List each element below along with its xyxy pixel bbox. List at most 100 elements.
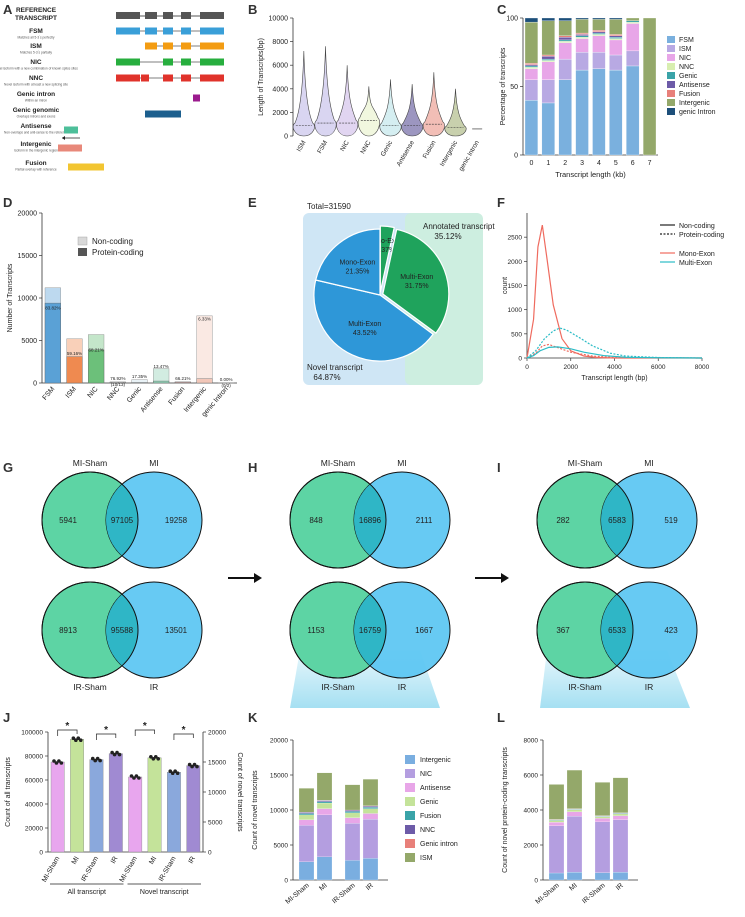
stack-seg: [592, 19, 606, 31]
model-exon: [200, 74, 224, 82]
stack-seg: [298, 814, 315, 820]
y-tick-label: 2000: [524, 843, 539, 850]
y-tick-label-right: 0: [208, 850, 212, 857]
bar-coding: [174, 381, 191, 384]
stack-seg: [566, 872, 583, 881]
stack-seg: [612, 819, 629, 873]
venn-right-count: 19258: [165, 516, 188, 525]
stack-seg: [541, 60, 555, 62]
y-tick-label: 4000: [272, 86, 288, 93]
x-tick-label: IR-Sham: [331, 882, 357, 905]
bar-coding: [66, 356, 83, 384]
slice-label: Mono-Exon: [340, 260, 376, 267]
y-tick-label: 2500: [508, 235, 523, 242]
y-tick-label: 80000: [25, 754, 43, 761]
venn-left-outline: [289, 471, 387, 569]
slice-label: Multi-Exon: [348, 321, 381, 328]
y-tick-label: 2000: [272, 110, 288, 117]
stack-seg: [558, 37, 572, 41]
sig-star: *: [143, 721, 147, 732]
stack-seg: [642, 17, 657, 156]
legend-label: Multi-Exon: [679, 260, 712, 267]
dot: [195, 764, 199, 769]
row-name: NIC: [30, 59, 42, 66]
model-exon: [200, 27, 224, 35]
venn-left-count: 848: [309, 516, 323, 525]
legend-label: Mono-Exon: [679, 251, 715, 258]
stack-seg: [612, 872, 629, 881]
y-tick-label: 500: [511, 331, 522, 338]
dot: [90, 756, 95, 761]
y-tick-label: 10000: [270, 808, 288, 815]
row-name: Antisense: [20, 123, 51, 130]
model-exon: [193, 94, 200, 102]
y-tick-label: 20000: [270, 738, 288, 745]
x-tick-label: IR-Sham: [80, 855, 100, 883]
dot: [187, 762, 192, 767]
stack-seg: [362, 779, 379, 806]
y-axis-label: Length of Transcripts(bp): [258, 38, 265, 116]
venn-overlap: [353, 484, 386, 556]
x-tick-label: IR-Sham: [158, 855, 178, 883]
violin: [379, 79, 402, 137]
legend-label: Protein-coding: [92, 248, 144, 257]
stack-seg: [298, 825, 315, 862]
bar: [108, 753, 123, 853]
stack-seg: [362, 818, 379, 859]
venn-left-label: MI-Sham: [321, 460, 355, 468]
dot: [95, 756, 100, 761]
x-tick-label: Intergenic: [439, 139, 460, 168]
x-tick-label: 4000: [607, 364, 622, 371]
annotated-label: Annotated transcript: [423, 222, 495, 231]
dot: [57, 759, 61, 763]
stack-seg: [362, 807, 379, 809]
model-exon: [58, 144, 82, 152]
ref-exon-1: [145, 12, 157, 19]
y-tick-label: 20000: [25, 826, 43, 833]
venn-left-label: IR-Sham: [73, 682, 107, 692]
stack-seg: [609, 38, 623, 41]
x-tick-label: Antisense: [396, 139, 417, 168]
stack-seg: [609, 17, 623, 20]
legend-swatch: [405, 797, 415, 806]
y-tick-label: 100: [506, 16, 518, 23]
slice-pct: 21.35%: [346, 269, 370, 276]
violin: [314, 46, 337, 137]
venn-left-label: MI-Sham: [73, 460, 107, 468]
stack-seg: [609, 34, 623, 36]
stack-seg: [609, 35, 623, 38]
y-tick-label: 20000: [18, 211, 38, 218]
model-exon: [163, 58, 173, 66]
stack-seg: [558, 79, 572, 156]
stack-seg: [592, 35, 606, 53]
x-tick-label: NNC: [359, 139, 372, 155]
stack-seg: [612, 813, 629, 816]
stack-seg: [575, 38, 589, 53]
panel-f-line: 0 500 1000 1500 2000 2500 0 2000 4000 6000 8000 Tra…: [502, 213, 724, 382]
venn-right-label: MI: [149, 460, 158, 468]
stack-seg: [609, 54, 623, 71]
stack-seg: [524, 100, 539, 156]
stack-seg: [548, 784, 565, 820]
legend-swatch: [667, 108, 675, 115]
dot: [132, 776, 136, 780]
x-tick-label: ISM: [65, 386, 78, 400]
model-exon: [68, 163, 104, 171]
bar: [186, 765, 201, 853]
y-tick-label: 10000: [18, 296, 38, 303]
venn-right-label: IR: [398, 682, 407, 692]
y-tick-label: 8000: [524, 738, 539, 745]
stack-seg: [594, 816, 611, 819]
sig-bracket: [134, 729, 155, 736]
arrowhead-h-i: [501, 573, 509, 583]
panel-letter-k: K: [248, 710, 258, 725]
legend-swatch: [667, 72, 675, 79]
row-name: Genic genomic: [13, 107, 60, 114]
dot: [149, 755, 153, 759]
x-axis-label: Transcript length (kb): [555, 170, 626, 179]
model-exon: [181, 27, 191, 35]
stack-seg: [541, 61, 555, 80]
y-axis-label: Percentage of transcripts: [500, 47, 507, 125]
x-tick-label: NIC: [339, 139, 351, 152]
stack-seg: [609, 69, 623, 156]
